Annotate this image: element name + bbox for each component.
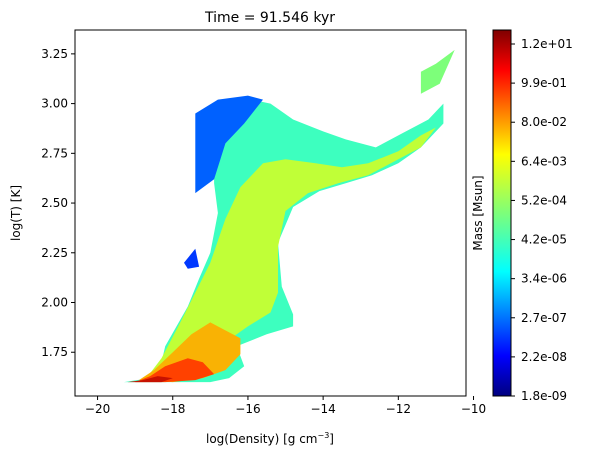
x-tick-label: −14 bbox=[310, 402, 335, 416]
heatmap-region-6 bbox=[184, 248, 200, 269]
colorbar-tick-label: 1.8e-09 bbox=[521, 389, 567, 403]
colorbar-tick-label: 2.2e-08 bbox=[521, 350, 567, 364]
heatmap-region-3 bbox=[135, 358, 215, 383]
colorbar-tick-label: 4.2e-05 bbox=[521, 233, 567, 247]
heatmap-region-4 bbox=[127, 376, 173, 383]
x-tick-label: −18 bbox=[160, 402, 185, 416]
x-axis-label-exponent: −3 bbox=[318, 431, 330, 440]
colorbar-ticks: 1.8e-09 2.2e-08 2.7e-07 3.4e-06 4.2e-05 5.2e-… bbox=[511, 37, 573, 403]
y-axis-ticks: 1.75 2.00 2.25 2.50 2.75 3.00 3.25 bbox=[41, 47, 75, 359]
colorbar-tick-label: 8.0e-02 bbox=[521, 115, 567, 129]
heatmap-regions bbox=[123, 49, 455, 383]
colorbar-tick-label: 6.4e-03 bbox=[521, 154, 567, 168]
colorbar-tick-label: 9.9e-01 bbox=[521, 76, 567, 90]
colorbar-tick-label: 1.2e+01 bbox=[521, 37, 573, 51]
x-tick-label: −12 bbox=[386, 402, 411, 416]
colorbar bbox=[492, 29, 512, 397]
heatmap-region-1 bbox=[146, 127, 436, 379]
y-tick-label: 1.75 bbox=[41, 345, 68, 359]
colorbar-label: Mass [Msun] bbox=[471, 175, 485, 250]
colorbar-tick-label: 2.7e-07 bbox=[521, 311, 567, 325]
y-tick-label: 2.75 bbox=[41, 146, 68, 160]
x-axis-label-main: log(Density) [g cm bbox=[206, 432, 318, 446]
colorbar-tick-label: 5.2e-04 bbox=[521, 193, 567, 207]
x-axis-ticks: −20 −18 −16 −14 −12 −10 bbox=[85, 396, 486, 416]
x-tick-label: −10 bbox=[461, 402, 486, 416]
y-tick-label: 2.50 bbox=[41, 196, 68, 210]
y-tick-label: 2.00 bbox=[41, 296, 68, 310]
x-tick-label: −20 bbox=[85, 402, 110, 416]
y-axis-label: log(T) [K] bbox=[9, 185, 23, 241]
heatmap-region-5 bbox=[195, 95, 263, 194]
colorbar-tick-label: 3.4e-06 bbox=[521, 272, 567, 286]
heatmap-region-7 bbox=[420, 49, 455, 94]
x-axis-label: log(Density) [g cm−3] bbox=[206, 431, 334, 446]
y-tick-label: 3.25 bbox=[41, 47, 68, 61]
chart-title: Time = 91.546 kyr bbox=[204, 10, 335, 26]
x-tick-label: −16 bbox=[235, 402, 260, 416]
x-axis-label-close: ] bbox=[329, 432, 334, 446]
y-tick-label: 3.00 bbox=[41, 97, 68, 111]
y-tick-label: 2.25 bbox=[41, 246, 68, 260]
plot-frame bbox=[74, 29, 467, 397]
